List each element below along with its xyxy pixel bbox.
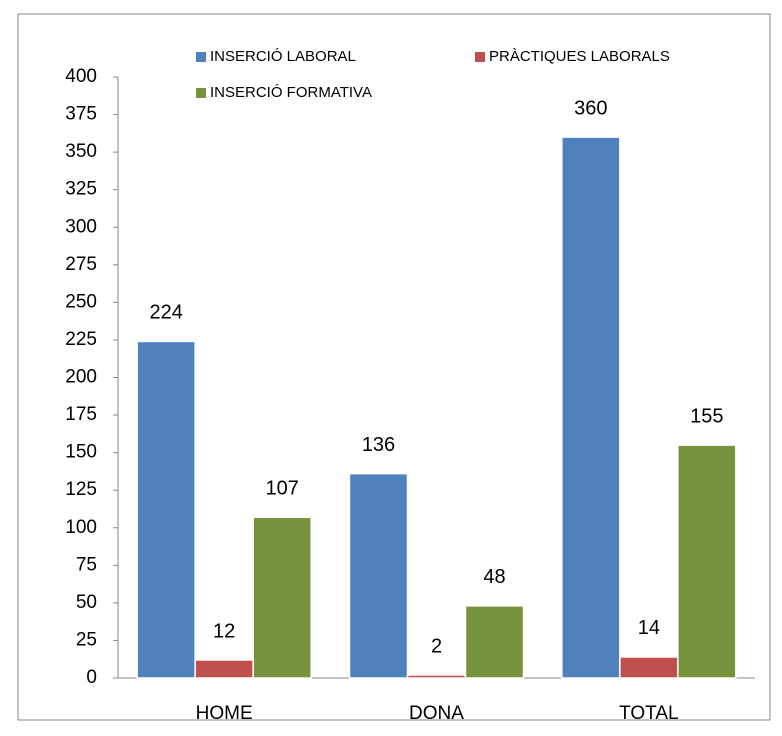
data-label: 136 (362, 434, 395, 456)
bar (464, 605, 525, 679)
y-tick-label: 200 (65, 367, 97, 388)
y-tick-label: 125 (65, 479, 97, 500)
bar (194, 659, 254, 679)
bar (677, 444, 737, 679)
bar (619, 656, 679, 679)
legend-label: INSERCIÓ LABORAL (210, 48, 356, 65)
y-tick-label: 350 (65, 141, 97, 162)
y-tick-label: 50 (76, 592, 97, 613)
y-tick-label: 100 (65, 517, 97, 538)
bar (561, 136, 621, 679)
legend-label: PRÀCTIQUES LABORALS (489, 48, 670, 65)
bar (136, 340, 196, 679)
data-label: 2 (431, 635, 442, 657)
y-tick-label: 275 (65, 254, 97, 275)
y-tick-label: 400 (65, 66, 97, 87)
x-tick-label: DONA (409, 703, 464, 724)
bar (406, 674, 467, 679)
y-tick-label: 150 (65, 442, 97, 463)
data-label: 360 (574, 97, 607, 119)
legend-label: INSERCIÓ FORMATIVA (210, 84, 372, 101)
legend-swatch (196, 88, 206, 98)
data-label: 14 (638, 617, 660, 639)
data-label: 224 (149, 302, 182, 324)
bar (348, 472, 409, 679)
y-tick-label: 300 (65, 216, 97, 237)
y-tick-label: 325 (65, 179, 97, 200)
data-label: 155 (690, 405, 723, 427)
data-label: 12 (213, 620, 235, 642)
y-tick-label: 225 (65, 329, 97, 350)
data-label: 48 (483, 566, 505, 588)
y-tick-label: 250 (65, 291, 97, 312)
x-tick-label: TOTAL (619, 703, 678, 724)
x-tick-label: HOME (196, 703, 253, 724)
y-tick-label: 75 (76, 554, 97, 575)
bar (252, 516, 312, 679)
y-tick-label: 375 (65, 104, 97, 125)
data-label: 107 (265, 478, 298, 500)
y-tick-label: 25 (76, 629, 97, 650)
y-tick-label: 0 (86, 667, 97, 688)
legend-swatch (475, 52, 485, 62)
y-tick-label: 175 (65, 404, 97, 425)
legend-swatch (196, 52, 206, 62)
